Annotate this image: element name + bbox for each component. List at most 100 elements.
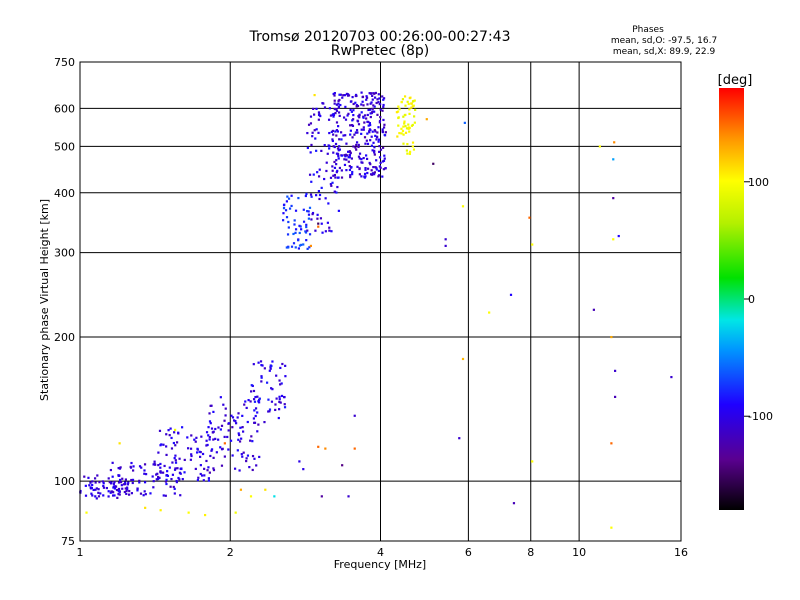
data-point — [245, 457, 248, 460]
data-point — [117, 466, 120, 470]
x-tick-label: 2 — [227, 546, 234, 559]
data-point — [351, 173, 354, 176]
data-point — [283, 403, 286, 406]
data-point — [324, 447, 327, 450]
data-point — [285, 246, 288, 249]
data-point — [309, 122, 313, 125]
data-point — [167, 429, 170, 432]
data-point — [412, 104, 415, 107]
data-point — [376, 131, 379, 134]
data-point — [348, 156, 351, 159]
data-point — [91, 480, 94, 483]
data-point — [208, 412, 211, 415]
data-point — [346, 154, 349, 157]
data-point — [383, 123, 386, 126]
data-point — [331, 169, 334, 172]
data-point — [224, 407, 227, 410]
data-point — [401, 98, 405, 101]
data-point — [269, 367, 272, 370]
data-point — [329, 176, 333, 179]
data-point — [162, 494, 165, 497]
data-point — [325, 169, 328, 173]
data-point — [382, 159, 386, 162]
data-point — [177, 431, 180, 434]
data-point — [337, 209, 340, 212]
data-point — [302, 220, 306, 223]
data-point — [190, 434, 193, 437]
data-point — [91, 483, 94, 487]
data-point — [379, 161, 382, 164]
data-point — [231, 426, 234, 429]
data-point — [281, 362, 284, 366]
data-point — [337, 157, 340, 160]
data-point — [239, 426, 242, 429]
y-tick-label: 300 — [54, 247, 75, 260]
data-point — [358, 152, 362, 155]
data-point — [320, 149, 323, 153]
data-point — [345, 169, 348, 172]
data-point — [338, 145, 341, 148]
data-point — [358, 173, 361, 176]
data-point — [277, 416, 280, 420]
data-point — [98, 481, 101, 484]
data-point — [138, 479, 141, 482]
data-point — [199, 455, 202, 458]
data-point — [327, 144, 330, 147]
data-point — [112, 482, 115, 485]
data-point — [334, 111, 337, 115]
y-tick-label: 400 — [54, 187, 75, 200]
data-point — [165, 453, 168, 457]
data-point — [333, 190, 337, 193]
data-point — [378, 119, 382, 123]
data-point — [252, 398, 256, 401]
data-point — [346, 114, 349, 117]
data-point — [117, 487, 121, 491]
data-point — [338, 166, 342, 170]
data-point — [458, 437, 461, 440]
data-point — [405, 149, 409, 152]
data-point — [200, 474, 204, 477]
data-point — [395, 111, 399, 114]
data-point — [411, 141, 415, 144]
data-point — [356, 104, 360, 108]
data-point — [161, 471, 165, 474]
data-point — [332, 115, 335, 118]
data-point — [224, 414, 227, 417]
data-point — [102, 486, 106, 489]
data-point — [351, 170, 354, 174]
data-point — [350, 166, 353, 169]
data-point — [298, 224, 301, 227]
y-tick-label: 750 — [54, 56, 75, 69]
data-point — [152, 486, 155, 489]
data-point — [357, 155, 361, 158]
data-point — [173, 468, 177, 471]
data-point — [373, 151, 376, 154]
data-point — [340, 154, 344, 157]
data-point — [321, 231, 324, 234]
data-point — [306, 229, 309, 232]
data-point — [171, 473, 175, 476]
data-point — [271, 360, 274, 363]
data-point — [306, 210, 309, 213]
data-point — [360, 132, 363, 135]
data-point — [257, 361, 260, 364]
data-point — [231, 454, 234, 457]
data-point — [199, 464, 202, 467]
data-point — [89, 486, 92, 489]
data-point — [413, 115, 416, 118]
data-point — [351, 124, 355, 128]
data-point — [123, 490, 126, 494]
data-point — [119, 481, 123, 484]
data-point — [118, 474, 121, 477]
data-point — [132, 465, 135, 468]
data-point — [334, 130, 337, 133]
data-point — [217, 438, 220, 441]
data-point — [372, 104, 375, 107]
data-point — [311, 131, 314, 134]
data-point — [322, 102, 325, 105]
data-point — [357, 123, 361, 126]
data-point — [94, 495, 97, 498]
data-point — [364, 142, 367, 145]
data-point — [300, 243, 303, 247]
data-point — [183, 458, 186, 462]
